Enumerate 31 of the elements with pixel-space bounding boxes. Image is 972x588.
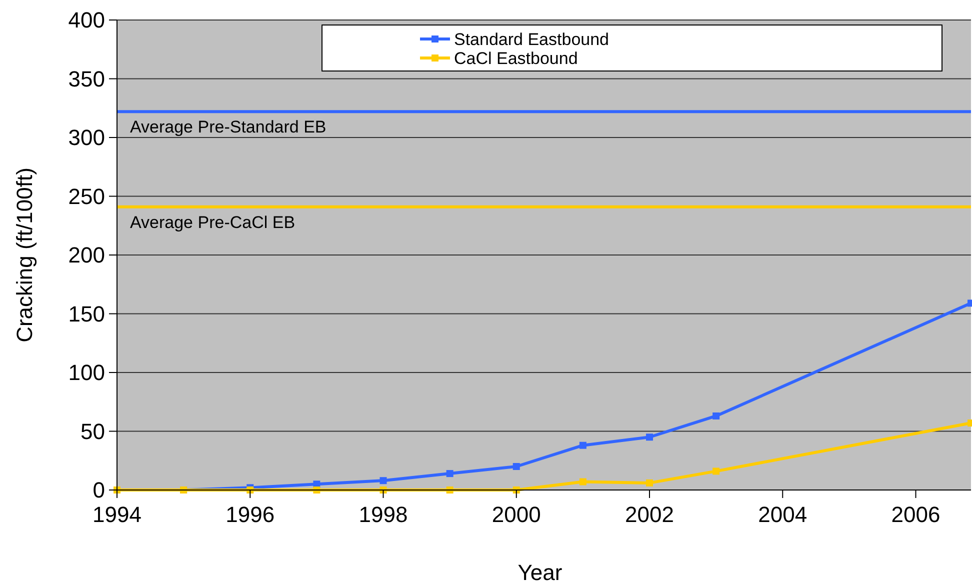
legend-label: CaCl Eastbound	[454, 48, 578, 68]
point	[712, 468, 720, 475]
y-tick-label: 200	[68, 242, 105, 268]
x-tick-label: 2002	[625, 502, 674, 527]
x-axis-title: Year	[518, 560, 562, 585]
point	[446, 470, 454, 478]
point	[579, 478, 586, 486]
x-tick-label: 2004	[758, 502, 808, 527]
x-tick-label: 2000	[492, 502, 541, 527]
point	[512, 463, 520, 470]
y-tick-label: 150	[68, 301, 105, 326]
ref-line-label: Average Pre-Standard EB	[130, 118, 326, 137]
y-tick-label: 0	[92, 478, 105, 503]
y-tick-label: 250	[68, 184, 105, 209]
y-tick-label: 350	[68, 66, 105, 92]
y-tick-label: 100	[68, 360, 105, 386]
y-axis-title: Cracking (ft/100ft)	[12, 168, 37, 342]
x-tick-label: 1994	[92, 502, 142, 527]
x-tick-label: 1998	[358, 502, 408, 527]
y-tick-label: 400	[68, 8, 105, 33]
point	[579, 442, 586, 449]
ref-line-label: Average Pre-CaCl EB	[130, 212, 296, 232]
y-tick-label: 50	[80, 418, 105, 444]
point	[380, 477, 387, 484]
x-tick-label: 2006	[891, 502, 940, 527]
x-tick-label: 1996	[226, 502, 275, 527]
point	[646, 479, 653, 486]
point	[646, 434, 653, 441]
legend-label: Standard Eastbound	[454, 30, 610, 49]
point	[712, 412, 720, 420]
y-tick-label: 300	[68, 125, 105, 150]
